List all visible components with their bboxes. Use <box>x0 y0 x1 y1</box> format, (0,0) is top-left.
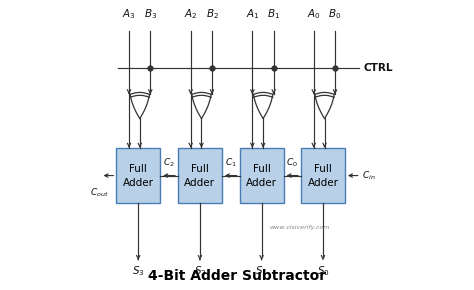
Text: Full
Adder: Full Adder <box>123 164 154 188</box>
FancyBboxPatch shape <box>178 148 222 203</box>
Text: Full
Adder: Full Adder <box>184 164 215 188</box>
Text: $B_2$: $B_2$ <box>206 8 219 21</box>
Text: Full
Adder: Full Adder <box>308 164 338 188</box>
Polygon shape <box>130 93 149 119</box>
Text: $A_3$: $A_3$ <box>122 8 136 21</box>
Text: $C_2$: $C_2$ <box>163 157 175 169</box>
Text: $C_1$: $C_1$ <box>225 157 237 169</box>
Text: $S_0$: $S_0$ <box>317 264 329 278</box>
Polygon shape <box>315 93 334 119</box>
Text: $S_2$: $S_2$ <box>194 264 206 278</box>
Polygon shape <box>254 93 273 119</box>
Text: $A_2$: $A_2$ <box>184 8 197 21</box>
Text: 4-Bit Adder Subtractor: 4-Bit Adder Subtractor <box>148 269 326 283</box>
FancyBboxPatch shape <box>301 148 345 203</box>
Text: $S_3$: $S_3$ <box>132 264 145 278</box>
Text: $C_0$: $C_0$ <box>286 157 298 169</box>
Text: $A_1$: $A_1$ <box>246 8 259 21</box>
FancyBboxPatch shape <box>239 148 283 203</box>
Text: CTRL: CTRL <box>364 63 393 73</box>
Text: $B_1$: $B_1$ <box>267 8 280 21</box>
Text: $A_0$: $A_0$ <box>307 8 320 21</box>
Polygon shape <box>192 93 211 119</box>
Text: $C_{out}$: $C_{out}$ <box>90 187 109 200</box>
Text: $S_1$: $S_1$ <box>255 264 268 278</box>
Text: $C_{in}$: $C_{in}$ <box>362 169 376 182</box>
Text: Full
Adder: Full Adder <box>246 164 277 188</box>
Text: $B_0$: $B_0$ <box>328 8 342 21</box>
FancyBboxPatch shape <box>116 148 160 203</box>
Text: $B_3$: $B_3$ <box>144 8 157 21</box>
Text: www.vlsiverify.com: www.vlsiverify.com <box>269 225 330 230</box>
